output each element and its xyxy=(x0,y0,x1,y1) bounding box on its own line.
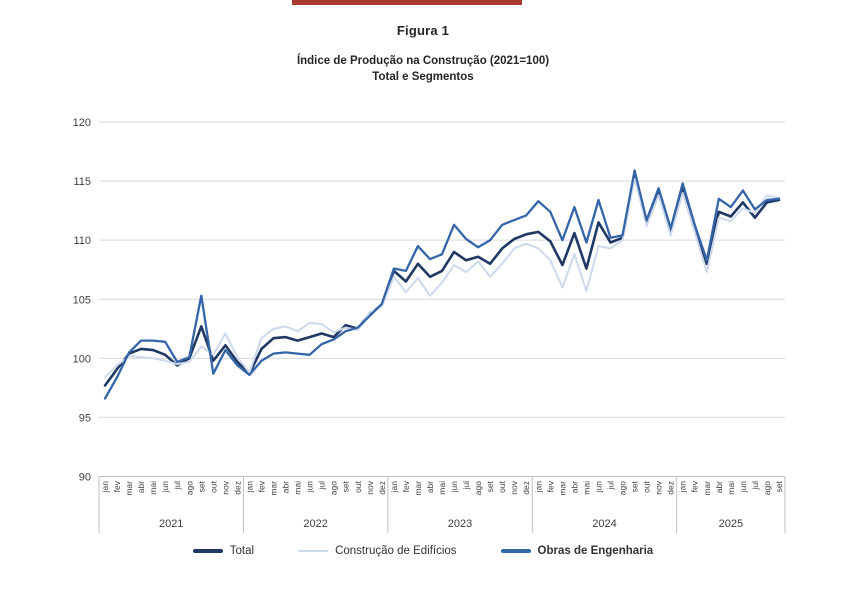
svg-text:2024: 2024 xyxy=(592,518,616,530)
svg-text:ago: ago xyxy=(329,481,339,495)
year-labels: 2021 2022 2023 2024 2025 xyxy=(159,518,743,530)
svg-text:out: out xyxy=(208,480,218,492)
svg-text:dez: dez xyxy=(377,481,387,495)
svg-text:set: set xyxy=(196,480,206,492)
svg-text:mar: mar xyxy=(124,481,134,496)
svg-text:2022: 2022 xyxy=(303,518,327,530)
svg-text:ago: ago xyxy=(184,481,194,495)
svg-text:mai: mai xyxy=(293,481,303,495)
svg-text:nov: nov xyxy=(509,480,519,494)
svg-text:dez: dez xyxy=(232,481,242,495)
svg-text:90: 90 xyxy=(79,472,91,484)
svg-text:dez: dez xyxy=(521,481,531,495)
svg-text:jun: jun xyxy=(449,481,459,494)
total-line-swatch xyxy=(192,549,223,553)
svg-text:nov: nov xyxy=(220,480,230,494)
svg-text:mai: mai xyxy=(581,481,591,495)
top-accent-bar xyxy=(292,0,522,5)
series-line-1 xyxy=(104,177,780,379)
svg-text:jul: jul xyxy=(750,481,760,491)
svg-text:mar: mar xyxy=(702,481,712,496)
svg-text:abr: abr xyxy=(425,481,435,493)
svg-text:jan: jan xyxy=(244,481,254,494)
legend: Total Construção de Edifícios Obras de E… xyxy=(0,545,846,557)
svg-text:out: out xyxy=(353,480,363,492)
svg-text:jan: jan xyxy=(100,481,110,494)
svg-text:set: set xyxy=(774,480,784,492)
legend-label-engenharia: Obras de Engenharia xyxy=(537,545,654,557)
svg-text:120: 120 xyxy=(73,117,91,129)
chart-subtitle: Total e Segmentos xyxy=(372,71,474,83)
legend-item-total: Total xyxy=(192,545,255,557)
svg-text:set: set xyxy=(485,480,495,492)
svg-text:mar: mar xyxy=(269,481,279,496)
svg-text:fev: fev xyxy=(690,480,700,492)
svg-text:fev: fev xyxy=(256,480,266,492)
month-labels: jan fev mar abr mai jun jul ago set out nov dez jan f… xyxy=(100,480,784,495)
legend-label-edificios: Construção de Edifícios xyxy=(335,545,457,557)
svg-text:95: 95 xyxy=(79,412,91,424)
engenharia-line-swatch xyxy=(500,549,531,553)
svg-text:fev: fev xyxy=(112,480,122,492)
svg-text:jun: jun xyxy=(160,481,170,494)
svg-text:fev: fev xyxy=(401,480,411,492)
svg-text:abr: abr xyxy=(281,481,291,493)
svg-text:out: out xyxy=(497,480,507,492)
svg-text:jun: jun xyxy=(593,481,603,494)
svg-text:set: set xyxy=(341,480,351,492)
svg-text:jul: jul xyxy=(317,481,327,491)
svg-text:dez: dez xyxy=(666,481,676,495)
svg-text:105: 105 xyxy=(73,294,91,306)
svg-text:abr: abr xyxy=(714,481,724,493)
chart-title: Índice de Produção na Construção (2021=1… xyxy=(296,55,550,67)
svg-text:jul: jul xyxy=(461,481,471,491)
svg-text:mar: mar xyxy=(413,481,423,496)
svg-text:abr: abr xyxy=(136,481,146,493)
svg-text:115: 115 xyxy=(73,176,91,188)
y-axis-labels: 90 95 100 105 110 115 120 xyxy=(73,117,91,484)
svg-text:mai: mai xyxy=(437,481,447,495)
x-axis-frame xyxy=(98,476,786,533)
legend-item-edificios: Construção de Edifícios xyxy=(298,545,457,557)
svg-text:ago: ago xyxy=(762,481,772,495)
svg-text:100: 100 xyxy=(73,353,91,365)
svg-text:jun: jun xyxy=(305,481,315,494)
svg-text:jul: jul xyxy=(605,481,615,491)
svg-text:out: out xyxy=(642,480,652,492)
figure-label: Figura 1 xyxy=(396,23,450,38)
svg-text:jul: jul xyxy=(172,481,182,491)
legend-item-engenharia: Obras de Engenharia xyxy=(500,545,654,557)
svg-text:mar: mar xyxy=(557,481,567,496)
svg-text:jun: jun xyxy=(738,481,748,494)
svg-text:abr: abr xyxy=(569,481,579,493)
svg-text:mai: mai xyxy=(726,481,736,495)
svg-text:2023: 2023 xyxy=(448,518,472,530)
svg-text:jan: jan xyxy=(678,481,688,494)
legend-label-total: Total xyxy=(229,545,255,557)
svg-text:jan: jan xyxy=(389,481,399,494)
svg-text:2025: 2025 xyxy=(719,518,743,530)
svg-text:110: 110 xyxy=(73,235,91,247)
svg-text:set: set xyxy=(630,480,640,492)
svg-text:fev: fev xyxy=(545,480,555,492)
svg-text:nov: nov xyxy=(654,480,664,494)
edificios-line-swatch xyxy=(298,549,329,553)
svg-text:2021: 2021 xyxy=(159,518,183,530)
svg-text:jan: jan xyxy=(533,481,543,494)
svg-text:nov: nov xyxy=(365,480,375,494)
svg-text:mai: mai xyxy=(148,481,158,495)
svg-text:ago: ago xyxy=(618,481,628,495)
svg-text:ago: ago xyxy=(473,481,483,495)
series-line-2 xyxy=(103,169,781,400)
